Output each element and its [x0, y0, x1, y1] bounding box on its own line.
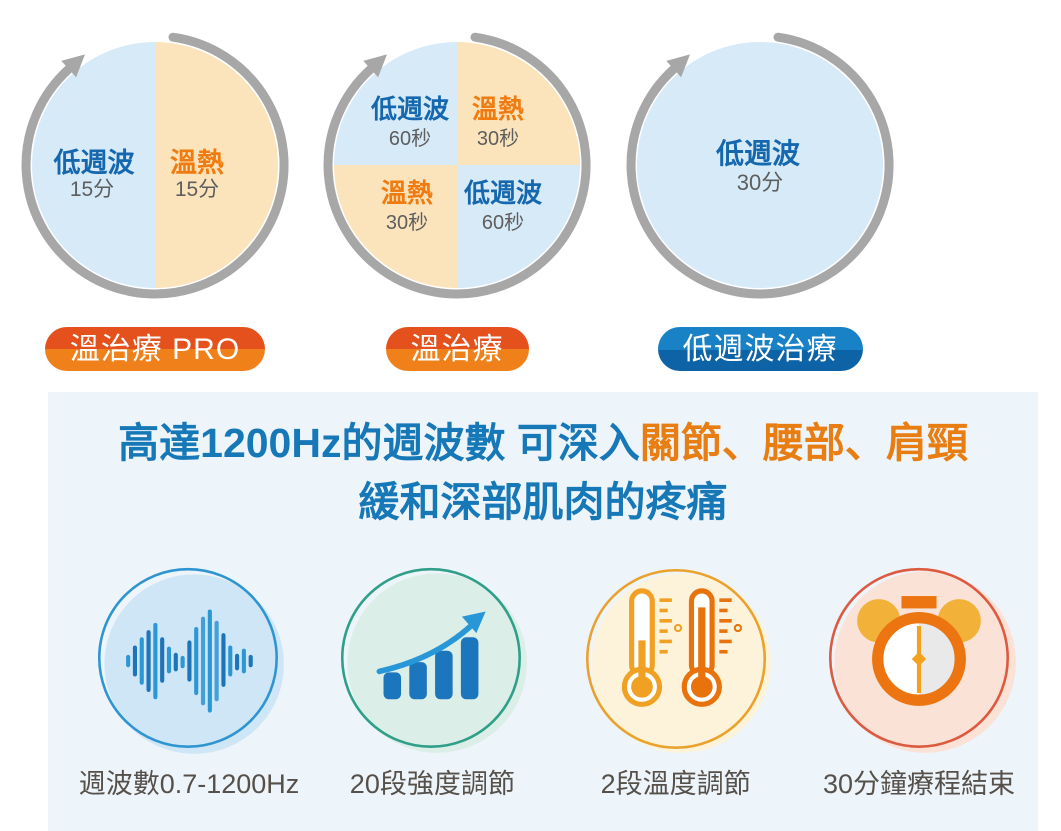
segment-duration: 60秒	[482, 211, 524, 234]
segment-duration: 30分	[737, 170, 783, 195]
headline-line1-orange: 關節、腰部、肩頸	[639, 420, 968, 466]
segment-label: 溫熱	[170, 148, 224, 178]
segment-warm-heat	[334, 165, 457, 288]
segment-label: 溫熱	[381, 178, 433, 208]
segment-duration: 15分	[175, 178, 219, 201]
feature-temperature-levels: 2段溫度調節	[561, 562, 791, 801]
intensity-bar-chart-icon	[341, 567, 528, 753]
segment-duration: 15分	[70, 178, 114, 201]
segment-warm-heat	[155, 42, 278, 288]
cycle-arrow-ring	[21, 32, 289, 299]
waveform-icon	[97, 567, 284, 754]
feature-frequency-range: 週波數0.7-1200Hz	[74, 562, 304, 801]
therapy-cycle-diagram-pro: 低週波 15分 溫熱 15分	[21, 32, 289, 299]
feature-panel: 高達1200Hz的週波數 可深入關節、腰部、肩頸 緩和深部肌肉的疼痛	[48, 392, 1038, 831]
mode-badge-warm-therapy-pro: 溫治療 PRO	[44, 327, 266, 371]
mode-low-frequency-therapy: 低週波 30分 低週波治療	[625, 30, 895, 371]
segment-label: 低週波	[370, 94, 450, 124]
feature-session-timer: 30分鐘療程結束	[804, 562, 1034, 801]
cycle-arrowhead-icon	[666, 54, 690, 78]
segment-duration: 30秒	[477, 127, 519, 150]
thermometer-icon	[585, 568, 771, 753]
feature-list: 週波數0.7-1200Hz 20段強度調節	[48, 532, 1038, 801]
mode-warm-therapy-pro: 低週波 15分 溫熱 15分 溫治療 PRO	[20, 30, 290, 371]
feature-caption: 2段溫度調節	[600, 769, 751, 799]
feature-caption: 週波數0.7-1200Hz	[78, 769, 300, 799]
headline-line1-blue: 高達1200Hz的週波數 可深入	[118, 420, 640, 466]
segment-low-frequency	[637, 42, 883, 288]
cycle-arrowhead-icon	[61, 54, 85, 78]
segment-duration: 30秒	[386, 211, 428, 234]
mode-badge-low-frequency-therapy: 低週波治療	[657, 327, 863, 371]
feature-intensity-levels: 20段強度調節	[317, 562, 547, 801]
headline-line1: 高達1200Hz的週波數 可深入關節、腰部、肩頸	[48, 414, 1038, 473]
segment-duration: 60秒	[389, 127, 431, 150]
therapy-cycle-diagram-low-frequency: 低週波 30分	[626, 32, 894, 299]
cycle-arrow-ring	[626, 32, 894, 299]
segment-label: 低週波	[715, 138, 801, 169]
mode-warm-therapy: 低週波 60秒 溫熱 30秒 溫熱 30秒 低週波 60秒 溫治療	[322, 30, 592, 371]
segment-low-frequency	[334, 42, 457, 165]
segment-label: 低週波	[53, 148, 136, 178]
cycle-arrow-ring	[323, 32, 591, 299]
feature-caption: 20段強度調節	[349, 769, 515, 799]
segment-low-frequency	[457, 165, 580, 288]
segment-label: 溫熱	[472, 94, 524, 124]
segment-label: 低週波	[463, 178, 543, 208]
cycle-arrowhead-icon	[363, 54, 387, 78]
headline-line2: 緩和深部肌肉的疼痛	[358, 479, 728, 525]
alarm-clock-icon	[828, 567, 1016, 753]
therapy-cycle-diagram-warm: 低週波 60秒 溫熱 30秒 溫熱 30秒 低週波 60秒	[323, 32, 591, 299]
segment-low-frequency	[32, 42, 155, 288]
headline: 高達1200Hz的週波數 可深入關節、腰部、肩頸 緩和深部肌肉的疼痛	[48, 392, 1038, 532]
segment-warm-heat	[457, 42, 580, 165]
mode-badge-warm-therapy: 溫治療	[385, 327, 529, 371]
feature-caption: 30分鐘療程結束	[822, 769, 1015, 799]
